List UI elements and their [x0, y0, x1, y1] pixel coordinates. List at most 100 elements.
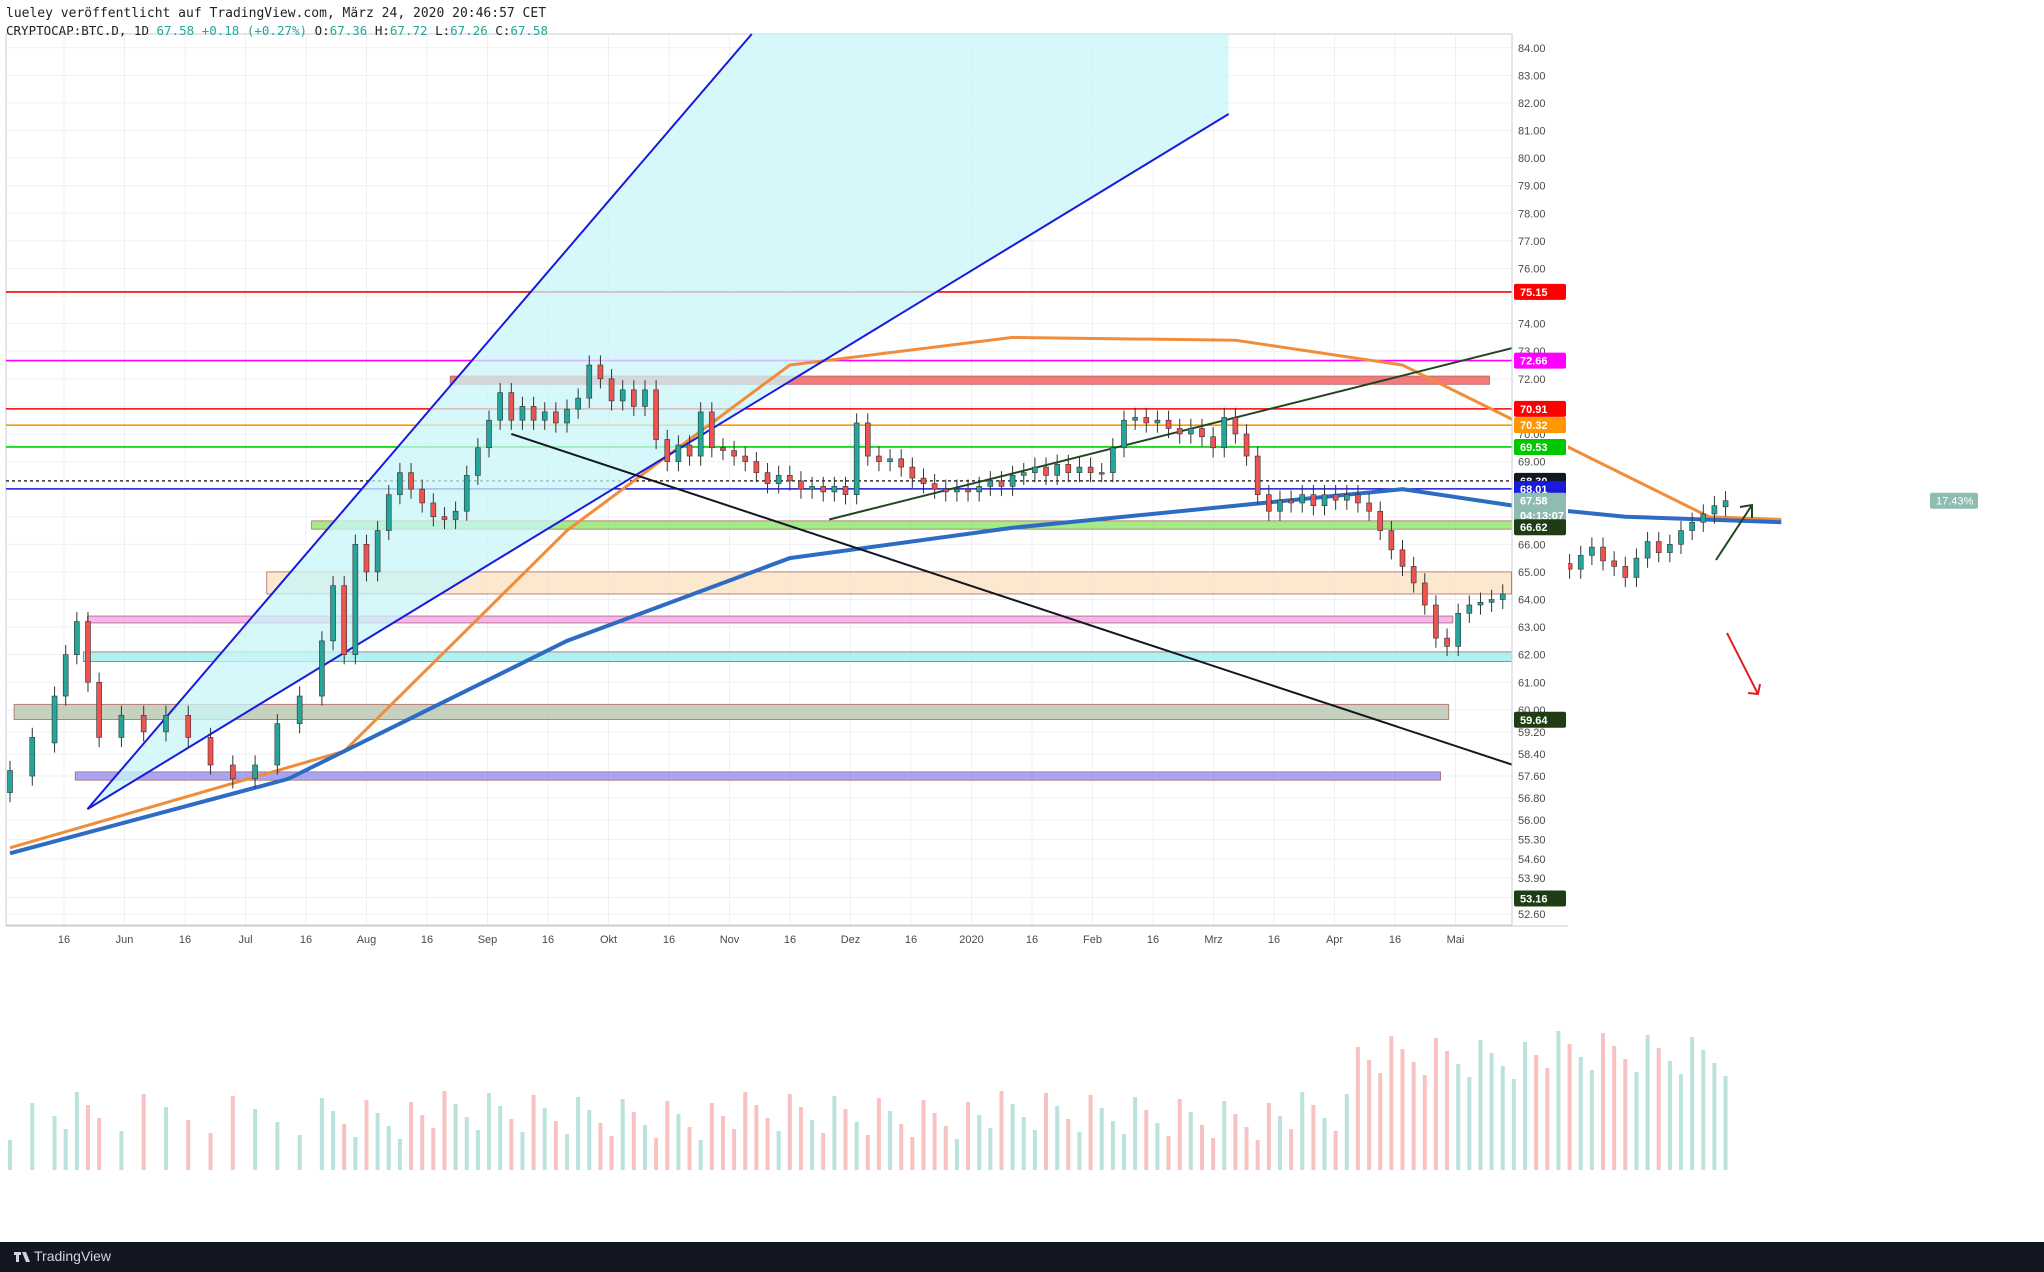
candle-body	[931, 483, 938, 490]
volume-bar	[297, 1135, 302, 1170]
y-tick-label: 79.00	[1518, 181, 1546, 193]
price-tag-label: 53.16	[1520, 894, 1548, 906]
x-tick-label: Okt	[600, 934, 617, 946]
candle-body	[1366, 502, 1372, 512]
candle-body	[374, 530, 381, 573]
volume-bar	[509, 1119, 514, 1170]
candle-body	[1399, 549, 1406, 567]
volume-bar	[1277, 1116, 1282, 1170]
candle-body	[29, 737, 36, 777]
x-tick-label: Jun	[116, 934, 134, 946]
y-tick-label: 80.00	[1518, 153, 1546, 165]
volume-bar	[954, 1139, 959, 1170]
volume-tag-label: 17.43%	[1936, 496, 1974, 508]
candle-body	[1667, 544, 1673, 553]
candle-body	[363, 544, 370, 573]
candle-body	[1154, 419, 1161, 424]
candle-body	[709, 411, 715, 449]
volume-bar	[375, 1113, 380, 1170]
last-price: 67.58	[156, 23, 195, 38]
volume-bar	[1010, 1104, 1015, 1170]
candle-body	[397, 472, 403, 495]
price-tag-label: 70.91	[1520, 404, 1548, 416]
volume-bar	[787, 1094, 792, 1170]
trend-line	[511, 433, 1547, 777]
candle-body	[7, 770, 13, 793]
symbol-label: CRYPTOCAP:BTC.D, 1D	[6, 23, 149, 38]
candle-body	[853, 422, 860, 495]
volume-bar	[966, 1102, 971, 1170]
x-tick-label: 16	[542, 934, 554, 946]
volume-bar	[587, 1110, 592, 1170]
close-label: C:	[495, 23, 511, 38]
candle-body	[764, 472, 771, 484]
x-tick-label: Sep	[478, 934, 498, 946]
candle-body	[1344, 494, 1350, 501]
volume-bar	[732, 1129, 737, 1170]
volume-bar	[386, 1126, 391, 1170]
candle-body	[486, 419, 492, 449]
candle-body	[463, 475, 470, 512]
volume-bar	[397, 1139, 402, 1170]
volume-bar	[1545, 1068, 1550, 1170]
candle-body	[1176, 428, 1183, 435]
candle-body	[909, 466, 916, 479]
candle-body	[976, 486, 982, 493]
y-tick-label: 81.00	[1518, 126, 1546, 138]
candle-body	[686, 444, 693, 457]
volume-bar	[598, 1123, 603, 1170]
candle-body	[786, 475, 793, 482]
ma-line	[9, 335, 1782, 850]
projection-arrows	[1715, 503, 1761, 696]
y-tick-label: 69.00	[1518, 457, 1546, 469]
candle-body	[1254, 455, 1261, 495]
candle-body	[541, 411, 548, 421]
volume-bar	[1155, 1123, 1160, 1170]
candle-body	[1165, 419, 1172, 429]
volume-bar	[275, 1122, 280, 1170]
y-tick-label: 64.00	[1518, 594, 1546, 606]
candle-body	[1377, 510, 1384, 531]
volume-bar	[843, 1109, 848, 1170]
volume-bar	[720, 1116, 725, 1170]
x-tick-label: 16	[1026, 934, 1038, 946]
high-value: 67.72	[389, 23, 428, 38]
candle-body	[1455, 612, 1461, 647]
high-label: H:	[374, 23, 390, 38]
volume-bar	[431, 1128, 436, 1170]
candle-body	[1477, 601, 1484, 606]
publisher-line: lueley veröffentlicht auf TradingView.co…	[6, 6, 547, 21]
candle-body	[675, 444, 682, 462]
y-tick-label: 74.00	[1518, 319, 1546, 331]
y-tick-label: 63.00	[1518, 622, 1546, 634]
candle-body	[1310, 494, 1317, 507]
volume-bar	[854, 1122, 859, 1170]
volume-bar	[665, 1101, 670, 1170]
volume-bar	[754, 1105, 759, 1170]
volume-bar	[1534, 1055, 1539, 1170]
candle-body	[1087, 466, 1094, 473]
volume-bar	[776, 1131, 781, 1170]
candle-body	[1577, 555, 1584, 570]
candle-body	[942, 488, 949, 493]
volume-bar	[230, 1096, 235, 1170]
y-tick-label: 62.00	[1518, 650, 1546, 662]
open-value: 67.36	[329, 23, 368, 38]
volume-bar	[1567, 1044, 1572, 1170]
low-label: L:	[435, 23, 451, 38]
volume-bar	[709, 1103, 714, 1170]
candle-body	[319, 640, 325, 697]
volume-bar	[1478, 1040, 1483, 1170]
candle-body	[1410, 566, 1417, 584]
x-tick-label: 16	[1389, 934, 1401, 946]
x-tick-label: 16	[905, 934, 917, 946]
candle-body	[1199, 428, 1205, 438]
zone	[13, 703, 1450, 720]
x-tick-label: 16	[784, 934, 796, 946]
volume-bar	[642, 1125, 647, 1170]
candle-body	[1232, 417, 1239, 435]
candle-body	[753, 461, 760, 473]
x-tick-label: Mai	[1447, 934, 1465, 946]
tradingview-brand: TradingView	[34, 1248, 112, 1264]
